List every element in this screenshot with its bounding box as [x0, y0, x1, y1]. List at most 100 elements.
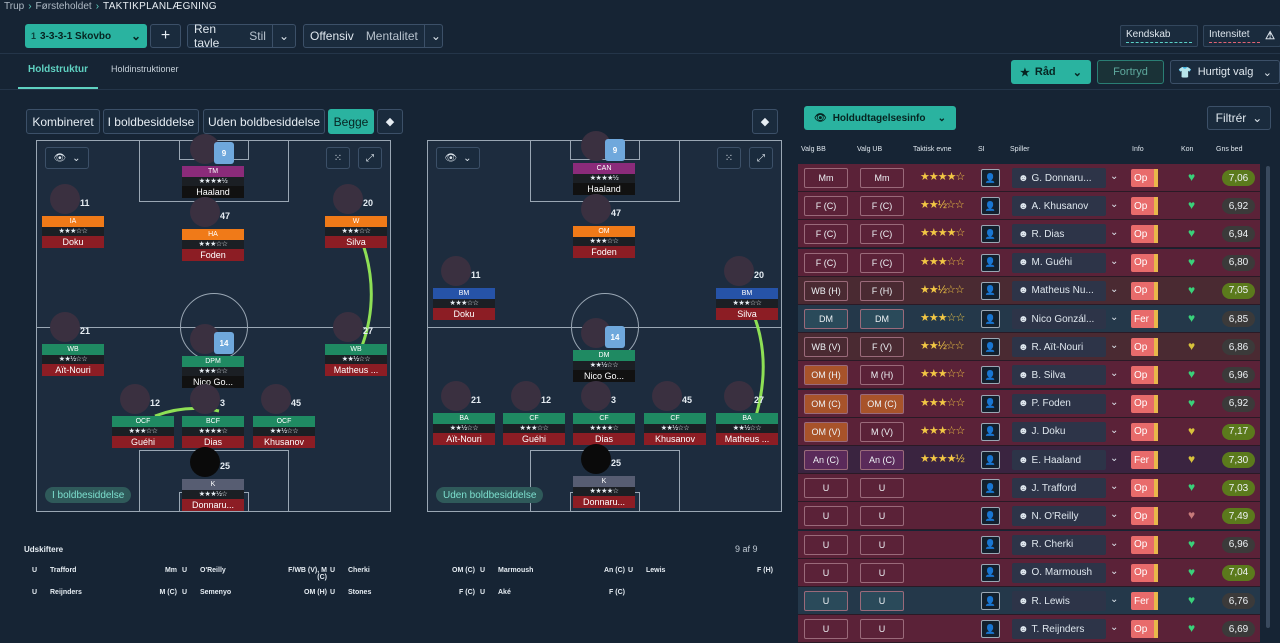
player-card[interactable]: 3 BCF ★★★★☆ Dias: [182, 384, 244, 448]
person-icon[interactable]: 👤: [981, 592, 1000, 610]
player-card[interactable]: 20 BM ★★★☆☆ Silva: [716, 256, 778, 320]
col-spiller[interactable]: Spiller: [1010, 146, 1030, 153]
valg-ub-select[interactable]: U: [860, 591, 904, 611]
player-card[interactable]: 45 CF ★★½☆☆ Khusanov: [644, 381, 706, 445]
mode-i-boldbesiddelse[interactable]: I boldbesiddelse: [103, 109, 199, 134]
player-select[interactable]: ☻ J. Trafford: [1012, 478, 1106, 499]
person-icon[interactable]: 👤: [981, 451, 1000, 469]
chevron-down-icon[interactable]: ⌄: [1110, 594, 1119, 605]
player-select[interactable]: ☻ M. Guéhi: [1012, 252, 1106, 273]
person-icon[interactable]: 👤: [981, 310, 1000, 328]
sub-player-name[interactable]: O'Reilly: [200, 567, 226, 574]
formation-select[interactable]: 1 3-3-3-1 Skovbo ⌄: [25, 24, 147, 48]
player-select[interactable]: ☻ R. Aït-Nouri: [1012, 337, 1106, 358]
player-select[interactable]: ☻ R. Dias: [1012, 224, 1106, 245]
valg-bb-select[interactable]: U: [804, 506, 848, 527]
info-badge[interactable]: Op: [1131, 281, 1156, 300]
player-card[interactable]: 21 BA ★★½☆☆ Aït-Nouri: [433, 381, 495, 445]
player-select[interactable]: ☻ R. Lewis: [1012, 591, 1106, 611]
chevron-down-icon[interactable]: ⌄: [1110, 453, 1119, 464]
table-row[interactable]: OM (H) M (H) ★★★☆☆ 👤 ☻ B. Silva ⌄ Op ♥ 6,96: [798, 361, 1260, 390]
mode-kombineret[interactable]: Kombineret: [26, 109, 100, 134]
holdudtagelsesinfo-button[interactable]: 👁 Holdudtagelsesinfo ⌄: [804, 106, 956, 130]
info-badge[interactable]: Fer: [1131, 310, 1156, 328]
sub-player-name[interactable]: Aké: [498, 589, 511, 596]
col-taktisk-evne[interactable]: Taktisk evne: [913, 146, 952, 153]
table-row[interactable]: U U 👤 ☻ N. O'Reilly ⌄ Op ♥ 7,49: [798, 502, 1260, 531]
col-valg-bb[interactable]: Valg BB: [801, 146, 826, 153]
mode-begge[interactable]: Begge: [328, 109, 374, 134]
valg-ub-select[interactable]: F (C): [860, 196, 904, 217]
chevron-down-icon[interactable]: ⌄: [1110, 565, 1119, 577]
chevron-down-icon[interactable]: ⌄: [1110, 171, 1119, 182]
valg-ub-select[interactable]: U: [860, 619, 904, 640]
person-icon[interactable]: 👤: [981, 507, 1000, 526]
valg-bb-select[interactable]: OM (C): [804, 393, 848, 414]
mode-uden-boldbesiddelse[interactable]: Uden boldbesiddelse: [203, 109, 325, 134]
valg-ub-select[interactable]: U: [860, 562, 904, 583]
player-card[interactable]: 45 OCF ★★½☆☆ Khusanov: [253, 384, 315, 448]
sub-player-name[interactable]: Semenyo: [200, 589, 232, 596]
table-row[interactable]: F (C) F (C) ★★½☆☆ 👤 ☻ A. Khusanov ⌄ Op ♥ 6,92: [798, 192, 1260, 221]
person-icon[interactable]: 👤: [981, 563, 1000, 582]
player-select[interactable]: ☻ B. Silva: [1012, 365, 1106, 386]
info-badge[interactable]: Fer: [1131, 592, 1156, 610]
player-card[interactable]: 14 DPM ★★★☆☆ Nico Go...: [182, 324, 244, 388]
chevron-down-icon[interactable]: ⌄: [1110, 424, 1119, 436]
valg-bb-select[interactable]: Mm: [804, 168, 848, 188]
diamond-icon[interactable]: ◆: [752, 109, 778, 134]
sub-player-name[interactable]: Cherki: [348, 567, 370, 574]
grid-icon[interactable]: ⁙: [717, 147, 741, 169]
table-row[interactable]: U U 👤 ☻ O. Marmoush ⌄ Op ♥ 7,04: [798, 558, 1260, 587]
col-si[interactable]: SI: [978, 146, 985, 153]
chevron-down-icon[interactable]: ⌄: [1110, 283, 1119, 295]
player-card[interactable]: 47 HA ★★★☆☆ Foden: [182, 197, 244, 261]
table-row[interactable]: U U 👤 ☻ R. Lewis ⌄ Fer ♥ 6,76: [798, 587, 1260, 615]
info-badge[interactable]: Op: [1131, 507, 1156, 526]
valg-bb-select[interactable]: U: [804, 562, 848, 583]
person-icon[interactable]: 👤: [981, 535, 1000, 554]
player-select[interactable]: ☻ N. O'Reilly: [1012, 506, 1106, 527]
info-badge[interactable]: Op: [1131, 225, 1156, 244]
valg-ub-select[interactable]: U: [860, 478, 904, 499]
chevron-down-icon[interactable]: ⌄: [1110, 312, 1119, 323]
chevron-down-icon[interactable]: ⌄: [1110, 368, 1119, 380]
player-select[interactable]: ☻ P. Foden: [1012, 393, 1106, 414]
sub-player-name[interactable]: Reijnders: [50, 589, 82, 596]
table-row[interactable]: OM (V) M (V) ★★★☆☆ 👤 ☻ J. Doku ⌄ Op ♥ 7,17: [798, 417, 1260, 446]
table-row[interactable]: U U 👤 ☻ J. Trafford ⌄ Op ♥ 7,03: [798, 474, 1260, 503]
player-card[interactable]: 47 OM ★★★☆☆ Foden: [573, 194, 635, 258]
table-row[interactable]: An (C) An (C) ★★★★½ 👤 ☻ E. Haaland ⌄ Fer ♥ 7,30: [798, 446, 1260, 474]
player-select[interactable]: ☻ G. Donnaru...: [1012, 168, 1106, 188]
player-card[interactable]: 25 K ★★★½☆ Donnaru...: [182, 447, 244, 511]
person-icon[interactable]: 👤: [981, 225, 1000, 244]
valg-ub-select[interactable]: M (H): [860, 365, 904, 386]
col-info[interactable]: Info: [1132, 146, 1144, 153]
valg-bb-select[interactable]: OM (H): [804, 365, 848, 386]
board-select[interactable]: Ren tavle Stil ⌄: [187, 22, 296, 50]
person-icon[interactable]: 👤: [981, 394, 1000, 413]
table-row[interactable]: WB (V) F (V) ★★½☆☆ 👤 ☻ R. Aït-Nouri ⌄ Op ♥ 6,86: [798, 333, 1260, 362]
kendskab-meter[interactable]: Kendskab: [1120, 25, 1198, 47]
valg-bb-select[interactable]: OM (V): [804, 421, 848, 442]
valg-ub-select[interactable]: F (H): [860, 280, 904, 301]
player-select[interactable]: ☻ J. Doku: [1012, 421, 1106, 442]
table-row[interactable]: DM DM ★★★☆☆ 👤 ☻ Nico Gonzál... ⌄ Fer ♥ 6,85: [798, 305, 1260, 333]
valg-bb-select[interactable]: WB (H): [804, 280, 848, 301]
info-badge[interactable]: Op: [1131, 563, 1156, 582]
table-row[interactable]: OM (C) OM (C) ★★★☆☆ 👤 ☻ P. Foden ⌄ Op ♥ 6,92: [798, 389, 1260, 418]
player-card[interactable]: 3 CF ★★★★☆ Dias: [573, 381, 635, 445]
sub-player-name[interactable]: Lewis: [646, 567, 666, 574]
table-row[interactable]: U U 👤 ☻ T. Reijnders ⌄ Op ♥ 6,69: [798, 615, 1260, 643]
tab-holdinstruktioner[interactable]: Holdinstruktioner: [111, 64, 179, 74]
chevron-down-icon[interactable]: ⌄: [1110, 481, 1119, 493]
person-icon[interactable]: 👤: [981, 169, 1000, 187]
person-icon[interactable]: 👤: [981, 366, 1000, 385]
info-badge[interactable]: Fer: [1131, 451, 1156, 469]
player-card[interactable]: 11 IA ★★★☆☆ Doku: [42, 184, 104, 248]
info-badge[interactable]: Op: [1131, 253, 1156, 272]
valg-bb-select[interactable]: DM: [804, 309, 848, 329]
person-icon[interactable]: 👤: [981, 197, 1000, 216]
table-row[interactable]: WB (H) F (H) ★★½☆☆ 👤 ☻ Matheus Nu... ⌄ Op ♥ 7,05: [798, 276, 1260, 305]
visibility-toggle[interactable]: 👁 ⌄: [45, 147, 89, 169]
